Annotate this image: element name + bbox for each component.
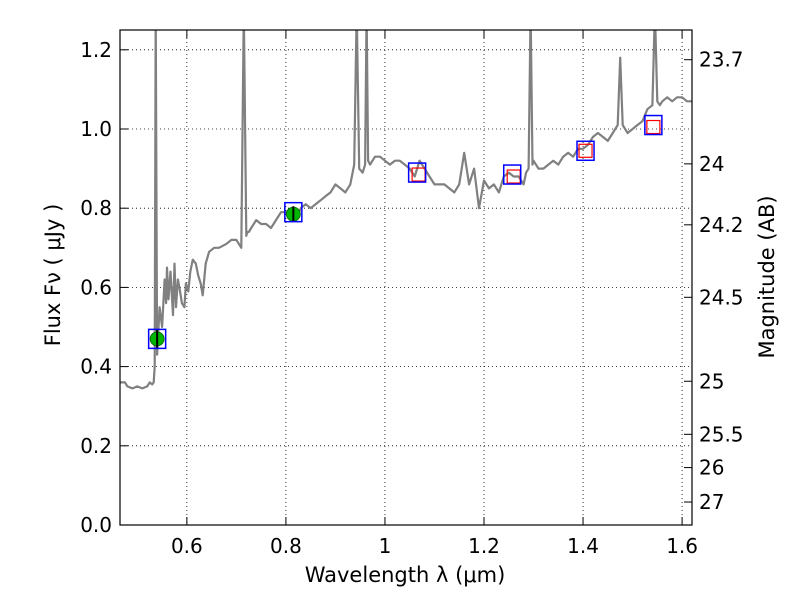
y-tick-label: 0.8 — [80, 196, 112, 220]
magnitude-tick-label: 24.2 — [699, 213, 744, 237]
y-tick-label: 0.2 — [80, 434, 112, 458]
magnitude-tick-label: 24.5 — [699, 285, 744, 309]
model-photometry-marker — [147, 328, 167, 350]
model-photometry-marker — [284, 201, 303, 223]
magnitude-tick-label: 24 — [699, 152, 724, 176]
model-photometry-marker — [407, 162, 427, 183]
x-tick-label: 1 — [379, 534, 392, 558]
y-tick-label: 1.2 — [80, 38, 112, 62]
x-axis-label: Wavelength λ (μm) — [305, 563, 506, 587]
model-marker-red — [578, 143, 593, 158]
x-tick-label: 0.6 — [171, 534, 203, 558]
right-axis-label: Magnitude (AB) — [755, 195, 779, 358]
model-photometry-marker — [502, 164, 522, 185]
model-photometry-marker — [644, 114, 663, 136]
y-tick-label: 1.0 — [80, 117, 112, 141]
spectrum-line — [120, 30, 692, 390]
x-tick-label: 0.8 — [270, 534, 302, 558]
y-tick-label: 0.4 — [80, 355, 112, 379]
magnitude-tick-label: 27 — [699, 490, 724, 514]
model-marker-red — [646, 119, 661, 135]
x-tick-label: 1.4 — [567, 534, 599, 558]
model-photometry-marker — [576, 140, 595, 162]
y-axis-label: Flux Fν ( μJy ) — [41, 204, 65, 347]
x-tick-label: 1.6 — [666, 534, 698, 558]
y-tick-label: 0.0 — [80, 513, 112, 537]
magnitude-tick-label: 23.7 — [699, 48, 744, 72]
magnitude-tick-label: 25 — [699, 369, 724, 393]
plot-area — [120, 30, 692, 390]
magnitude-tick-label: 25.5 — [699, 422, 744, 446]
x-tick-label: 1.2 — [468, 534, 500, 558]
magnitude-tick-label: 26 — [699, 456, 724, 480]
y-tick-label: 0.6 — [80, 275, 112, 299]
tick-marks: 0.6 0.8 1 1.2 1.4 1.6 0.0 0.2 0.4 0.6 0.8 1.0 1.2 23.… — [80, 30, 744, 558]
axes-frame — [119, 29, 693, 526]
